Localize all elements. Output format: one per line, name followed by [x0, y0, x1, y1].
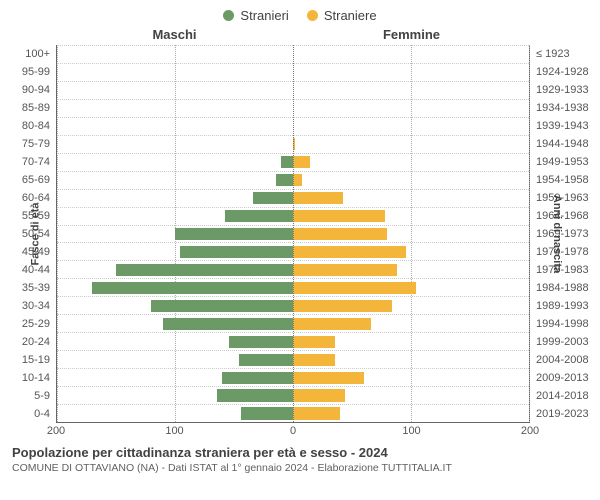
legend: Stranieri Straniere	[0, 0, 600, 27]
male-bar	[92, 282, 293, 294]
male-bar	[222, 372, 293, 384]
legend-swatch-male	[223, 10, 234, 21]
male-bar	[175, 228, 293, 240]
age-tick: 25-29	[22, 315, 50, 333]
female-bar	[293, 228, 387, 240]
birth-tick: 1924-1928	[536, 63, 589, 81]
legend-swatch-female	[307, 10, 318, 21]
female-bar	[293, 372, 364, 384]
male-bar	[163, 318, 293, 330]
center-line	[293, 45, 294, 422]
birth-tick: 1984-1988	[536, 279, 589, 297]
column-titles-row: Maschi Femmine	[0, 27, 600, 45]
birth-tick: 1994-1998	[536, 315, 589, 333]
birth-tick: ≤ 1923	[536, 45, 570, 63]
x-tick: 100	[165, 425, 183, 437]
female-bar	[293, 264, 397, 276]
x-tick: 200	[521, 425, 539, 437]
gridline	[529, 45, 530, 422]
birth-tick: 2009-2013	[536, 369, 589, 387]
legend-label-male: Stranieri	[240, 8, 288, 23]
age-tick: 90-94	[22, 81, 50, 99]
y-axis-label-left: Fasce di età	[29, 203, 41, 266]
male-bar	[180, 246, 293, 258]
male-bar	[276, 174, 293, 186]
birth-tick: 1929-1933	[536, 81, 589, 99]
age-tick: 5-9	[34, 387, 50, 405]
age-tick: 30-34	[22, 297, 50, 315]
age-tick: 10-14	[22, 369, 50, 387]
female-column-title: Femmine	[293, 27, 530, 45]
birth-tick: 1934-1938	[536, 99, 589, 117]
bars-area	[56, 45, 530, 423]
male-bar	[225, 210, 293, 222]
chart-title: Popolazione per cittadinanza straniera p…	[12, 445, 588, 460]
birth-tick: 1999-2003	[536, 333, 589, 351]
population-pyramid-chart: Stranieri Straniere Maschi Femmine Fasce…	[0, 0, 600, 500]
female-bar	[293, 318, 371, 330]
female-bar	[293, 156, 310, 168]
male-column-title: Maschi	[56, 27, 293, 45]
female-bar	[293, 336, 335, 348]
age-tick: 95-99	[22, 63, 50, 81]
female-bar	[293, 210, 385, 222]
male-bar	[281, 156, 293, 168]
birth-tick: 1989-1993	[536, 297, 589, 315]
x-ticks: 2001000100200	[56, 423, 530, 439]
birth-tick: 1939-1943	[536, 117, 589, 135]
female-bar	[293, 407, 340, 419]
y-axis-label-right: Anni di nascita	[551, 195, 563, 273]
birth-tick: 2019-2023	[536, 405, 589, 423]
x-tick: 0	[290, 425, 296, 437]
male-bar	[116, 264, 293, 276]
male-bar	[253, 192, 293, 204]
plot-area: Fasce di età Anni di nascita 100+95-9990…	[0, 45, 600, 423]
female-bar	[293, 354, 335, 366]
chart-subtitle: COMUNE DI OTTAVIANO (NA) - Dati ISTAT al…	[12, 462, 588, 474]
male-bar	[241, 407, 293, 419]
male-bar	[151, 300, 293, 312]
legend-label-female: Straniere	[324, 8, 377, 23]
birth-tick: 2004-2008	[536, 351, 589, 369]
male-bar	[229, 336, 293, 348]
x-tick: 100	[402, 425, 420, 437]
male-bar	[239, 354, 293, 366]
age-tick: 75-79	[22, 135, 50, 153]
age-tick: 65-69	[22, 171, 50, 189]
birth-year-axis: ≤ 19231924-19281929-19331934-19381939-19…	[530, 45, 600, 423]
x-axis: 200 100 0 100 200	[0, 423, 600, 439]
female-bar	[293, 389, 345, 401]
age-tick: 100+	[25, 45, 50, 63]
age-tick: 80-84	[22, 117, 50, 135]
female-bar	[293, 174, 302, 186]
female-bar	[293, 246, 406, 258]
legend-item-male: Stranieri	[223, 8, 288, 23]
age-tick: 35-39	[22, 279, 50, 297]
age-tick: 70-74	[22, 153, 50, 171]
age-axis: 100+95-9990-9485-8980-8475-7970-7465-696…	[0, 45, 56, 423]
birth-tick: 2014-2018	[536, 387, 589, 405]
chart-footer: Popolazione per cittadinanza straniera p…	[0, 439, 600, 474]
x-tick: 200	[47, 425, 65, 437]
female-bar	[293, 192, 343, 204]
age-tick: 0-4	[34, 405, 50, 423]
age-tick: 15-19	[22, 351, 50, 369]
birth-tick: 1944-1948	[536, 135, 589, 153]
birth-tick: 1949-1953	[536, 153, 589, 171]
birth-tick: 1954-1958	[536, 171, 589, 189]
age-tick: 20-24	[22, 333, 50, 351]
female-bar	[293, 300, 392, 312]
age-tick: 85-89	[22, 99, 50, 117]
male-bar	[217, 389, 293, 401]
legend-item-female: Straniere	[307, 8, 377, 23]
female-bar	[293, 282, 416, 294]
